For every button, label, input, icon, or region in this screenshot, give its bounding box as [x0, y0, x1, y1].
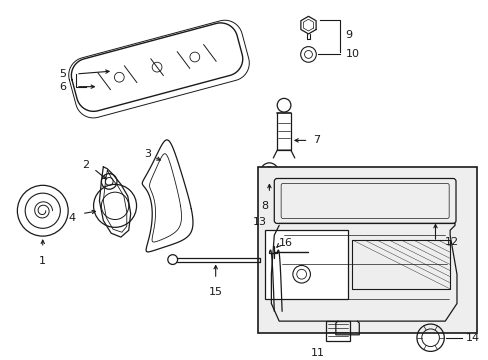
Text: 10: 10	[345, 49, 359, 59]
Bar	[257, 167, 475, 333]
Text: 1: 1	[39, 256, 46, 266]
Text: 3: 3	[143, 149, 150, 159]
Text: 12: 12	[445, 237, 458, 247]
Text: 9: 9	[345, 30, 352, 40]
Bar	[264, 230, 347, 299]
Bar	[325, 321, 349, 341]
Text: 4: 4	[68, 212, 76, 222]
Text: 16: 16	[279, 238, 293, 248]
Circle shape	[167, 255, 177, 265]
Text: 7: 7	[313, 135, 320, 145]
Text: 8: 8	[261, 201, 267, 211]
Text: 2: 2	[82, 160, 89, 170]
Text: 11: 11	[311, 348, 325, 359]
Text: 14: 14	[465, 333, 479, 343]
Text: 6: 6	[59, 82, 66, 92]
Text: 15: 15	[208, 287, 222, 297]
Text: 5: 5	[59, 69, 66, 79]
Text: 13: 13	[252, 217, 266, 228]
